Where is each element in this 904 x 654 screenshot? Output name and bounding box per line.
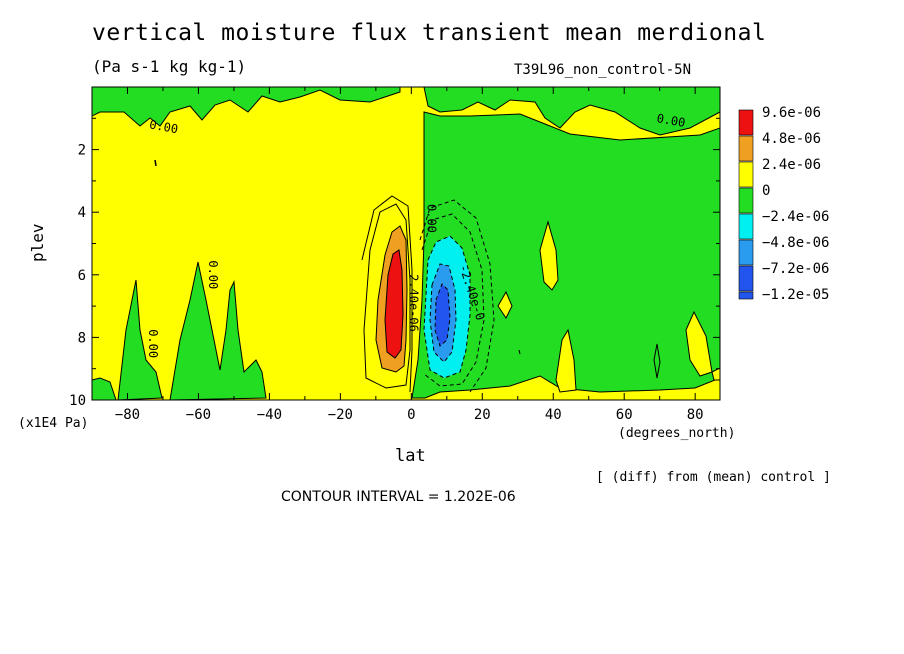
legend-label: −2.4e-06 xyxy=(762,209,829,225)
y-tick-label: 6 xyxy=(78,268,86,284)
contour-field xyxy=(92,87,720,400)
x-tick-label: 60 xyxy=(616,407,633,423)
contour-label: 2.40e-06 xyxy=(407,274,421,332)
legend-swatch xyxy=(738,213,754,240)
x-tick-label: −40 xyxy=(257,407,282,423)
field-negative-contour-1 xyxy=(421,213,485,387)
x-axis-unit: (degrees_north) xyxy=(618,426,736,441)
x-tick-label: −20 xyxy=(328,407,353,423)
field-negative-spike-1 xyxy=(117,279,163,400)
field-positive-island-2 xyxy=(497,290,513,319)
chart-units: (Pa s-1 kg kg-1) xyxy=(92,57,247,76)
field-positive-island-3 xyxy=(555,328,577,393)
y-tick-label: 4 xyxy=(78,205,86,221)
legend: 9.6e-06 4.8e-06 2.4e-06 0 −2.4e-06 −4.8e-06 −7… xyxy=(738,105,829,303)
contour-label: 0.00 xyxy=(146,329,160,358)
legend-label: 9.6e-06 xyxy=(762,105,821,121)
y-axis-unit: (x1E4 Pa) xyxy=(18,416,89,431)
legend-label: 2.4e-06 xyxy=(762,157,821,173)
field-negative-dot xyxy=(653,343,661,379)
legend-label: 4.8e-06 xyxy=(762,131,821,147)
field-positive-island-1 xyxy=(539,220,559,291)
legend-swatch xyxy=(738,109,754,136)
field-negative-cell-core xyxy=(434,283,451,347)
y-tick-label: 2 xyxy=(78,143,86,159)
field-positive-contour-2 xyxy=(361,195,413,393)
contour-interval: CONTOUR INTERVAL = 1.202E-06 xyxy=(281,489,516,505)
legend-label: 0 xyxy=(762,183,770,199)
contour-label: 0.00 xyxy=(148,117,179,136)
dataset-name: T39L96_non_control-5N xyxy=(514,62,692,78)
x-tick-label: −60 xyxy=(186,407,211,423)
contour-label: 0.00 xyxy=(424,204,438,233)
diff-note: [ (diff) from (mean) control ] xyxy=(596,470,831,485)
legend-label: −7.2e-06 xyxy=(762,261,829,277)
field-positive-contour-1 xyxy=(363,203,411,389)
x-tick-label: 0 xyxy=(407,407,415,423)
field-negative-region-east xyxy=(423,87,720,136)
contour-label: 0.00 xyxy=(206,260,220,289)
contour-label: 0.00 xyxy=(656,111,687,130)
legend-swatch xyxy=(738,187,754,214)
field-negative-spike-3 xyxy=(92,377,117,400)
field-negative-spike-2 xyxy=(169,261,267,400)
legend-swatch xyxy=(738,239,754,266)
y-ticks: 2 4 6 8 10 xyxy=(69,117,720,409)
field-positive-island-5 xyxy=(711,367,720,381)
x-tick-label: −80 xyxy=(115,407,140,423)
x-axis-label: lat xyxy=(395,446,426,466)
field-negative-body xyxy=(411,111,720,399)
field-positive-cell-core xyxy=(384,249,404,359)
legend-swatch xyxy=(738,265,754,292)
legend-label: −4.8e-06 xyxy=(762,235,829,251)
x-ticks: −80 −60 −40 −20 0 20 40 60 80 xyxy=(91,87,704,423)
x-tick-label: 80 xyxy=(687,407,704,423)
legend-swatch xyxy=(738,161,754,188)
chart-title: vertical moisture flux transient mean me… xyxy=(92,20,767,46)
field-negative-contour-2 xyxy=(419,199,495,393)
y-tick-label: 8 xyxy=(78,330,86,346)
field-negative-dot-3 xyxy=(518,349,521,355)
field-negative-top-left xyxy=(92,87,401,127)
legend-swatch xyxy=(738,291,754,300)
x-tick-label: 20 xyxy=(474,407,491,423)
legend-label: −1.2e-05 xyxy=(762,287,829,303)
field-negative-dot-2 xyxy=(154,159,157,167)
y-tick-label: 10 xyxy=(69,393,86,409)
x-tick-label: 40 xyxy=(545,407,562,423)
legend-swatch xyxy=(738,135,754,162)
